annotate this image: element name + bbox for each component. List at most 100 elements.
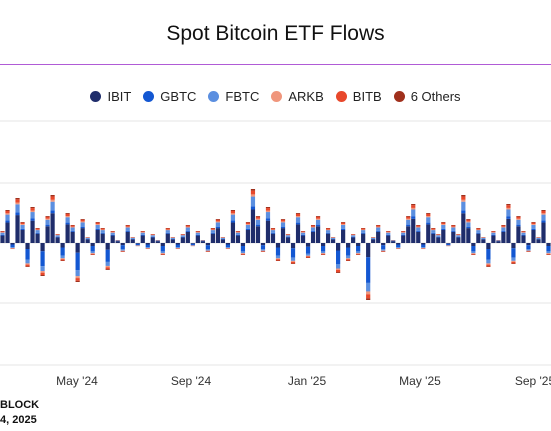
- bar-segment-gbtc: [396, 244, 401, 248]
- bar-segment-bitb: [541, 210, 546, 214]
- bar-segment-fbtc: [280, 222, 286, 227]
- legend-item-gbtc[interactable]: GBTC: [143, 89, 196, 104]
- bar-segment-gbtc: [356, 246, 361, 252]
- bar-segment-ibit: [361, 233, 366, 243]
- bar-segment-bitb: [546, 253, 551, 255]
- bar-segment-bitb: [511, 261, 516, 264]
- legend-item-arkb[interactable]: ARKB: [271, 89, 324, 104]
- legend-item-6-others[interactable]: 6 Others: [393, 89, 461, 104]
- bar-segment-ibit: [501, 231, 506, 243]
- bar-segment-fbtc: [456, 235, 461, 237]
- bar-segment-bitb: [386, 231, 391, 233]
- bar-segment-gbtc: [466, 226, 471, 229]
- legend-label: BITB: [352, 88, 382, 104]
- bar-segment-gbtc: [150, 236, 155, 238]
- bar-segment-fbtc: [541, 214, 546, 221]
- bar-segment-6-others: [230, 210, 236, 211]
- legend-swatch: [208, 90, 220, 102]
- bar-segment-fbtc: [426, 217, 431, 223]
- bar-segment-arkb: [75, 276, 80, 279]
- bar-segment-fbtc: [300, 232, 306, 235]
- bar-segment-bitb: [521, 231, 526, 233]
- legend-swatch: [393, 90, 405, 102]
- bar-segment-ibit: [65, 224, 70, 243]
- bar-segment-bitb: [50, 196, 55, 200]
- legend-item-fbtc[interactable]: FBTC: [208, 89, 259, 104]
- bar-segment-ibit: [416, 231, 421, 243]
- bar-segment-gbtc: [416, 230, 421, 232]
- bar-segment-gbtc: [140, 234, 145, 236]
- bar-segment-bitb: [486, 264, 491, 267]
- bar-segment-bitb: [25, 264, 30, 267]
- bar-segment-gbtc: [175, 244, 180, 248]
- bar-segment-gbtc: [105, 249, 110, 262]
- bar-segment-bitb: [45, 216, 50, 219]
- bar-segment-ibit: [220, 239, 226, 243]
- bar-segment-fbtc: [451, 227, 456, 231]
- bar-segment-ibit: [230, 222, 236, 243]
- bar-segment-gbtc: [70, 230, 75, 232]
- bar-segment-gbtc: [210, 232, 215, 234]
- bar-segment-ibit: [5, 222, 10, 243]
- bar-segment-gbtc: [245, 228, 251, 230]
- bar-segment-fbtc: [431, 230, 436, 233]
- bar-segment-6-others: [411, 204, 416, 206]
- bar-segment-gbtc: [180, 236, 185, 238]
- bar-segment-bitb: [265, 208, 271, 211]
- bar-segment-arkb: [476, 229, 481, 231]
- bar-segment-fbtc: [245, 224, 251, 229]
- bar-segment-6-others: [15, 198, 20, 200]
- bar-segment-bitb: [461, 196, 466, 200]
- bar-segment-fbtc: [200, 240, 205, 241]
- bar-segment-gbtc: [280, 226, 286, 229]
- legend-item-ibit[interactable]: IBIT: [90, 89, 131, 104]
- bar-segment-fbtc: [100, 230, 105, 233]
- bar-segment-bitb: [70, 225, 75, 227]
- bar-segment-gbtc: [456, 236, 461, 238]
- bar-segment-fbtc: [336, 264, 341, 269]
- bar-segment-fbtc: [105, 261, 110, 266]
- bar-segment-arkb: [80, 221, 85, 223]
- bar-segment-ibit: [75, 243, 80, 253]
- x-tick-label: Sep '25: [515, 374, 551, 388]
- bar-segment-arkb: [20, 224, 25, 225]
- bar-segment-ibit: [160, 243, 165, 246]
- bar-segment-6-others: [336, 272, 341, 273]
- bar-segment-bitb: [215, 219, 220, 222]
- bar-segment-arkb: [245, 224, 251, 225]
- bar-segment-arkb: [15, 202, 20, 205]
- bar-segment-bitb: [60, 259, 65, 261]
- bar-segment-fbtc: [10, 247, 15, 249]
- bar-segment-arkb: [255, 218, 261, 220]
- bar-segment-arkb: [411, 207, 416, 210]
- bar-segment-arkb: [215, 221, 220, 223]
- bar-segment-ibit: [80, 228, 85, 243]
- bar-segment-ibit: [20, 229, 25, 243]
- bar-segment-arkb: [361, 229, 366, 231]
- bar-segment-ibit: [331, 239, 336, 243]
- bar-segment-6-others: [516, 216, 521, 217]
- bar-segment-fbtc: [220, 237, 226, 239]
- bar-segment-bitb: [185, 225, 190, 227]
- bar-segment-6-others: [75, 280, 80, 282]
- bar-segment-bitb: [125, 225, 130, 227]
- bar-segment-arkb: [70, 226, 75, 228]
- bar-segment-gbtc: [120, 245, 125, 250]
- bar-segment-arkb: [546, 253, 551, 254]
- bar-segment-fbtc: [110, 232, 115, 235]
- bar-segment-gbtc: [376, 230, 381, 232]
- bar-segment-6-others: [451, 225, 456, 226]
- bar-segment-gbtc: [295, 222, 301, 225]
- bar-segment-fbtc: [381, 249, 386, 251]
- bar-segment-arkb: [506, 207, 511, 210]
- x-tick-label: May '24: [56, 374, 98, 388]
- bar-segment-6-others: [250, 189, 256, 191]
- bar-segment-fbtc: [275, 255, 281, 259]
- bar-segment-ibit: [541, 222, 546, 243]
- bar-segment-ibit: [265, 220, 271, 243]
- bar-segment-ibit: [351, 237, 356, 243]
- bar-segment-ibit: [421, 243, 426, 245]
- bar-segment-6-others: [95, 222, 100, 223]
- legend-item-bitb[interactable]: BITB: [335, 88, 382, 104]
- bar-segment-bitb: [80, 219, 85, 222]
